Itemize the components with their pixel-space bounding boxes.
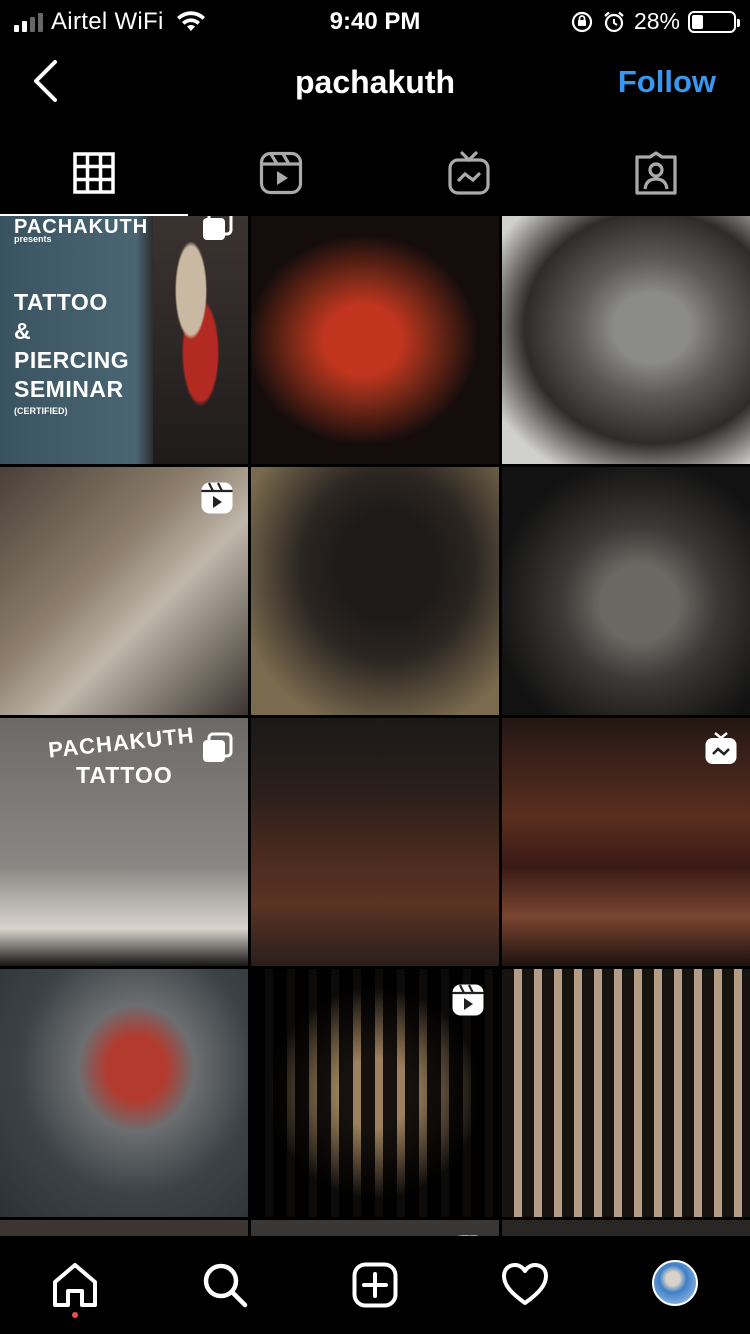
post-tile[interactable] [0,467,248,715]
post-tile[interactable] [251,969,499,1217]
follow-button[interactable]: Follow [617,64,716,99]
post-wall-text: PACHAKUTH [47,722,196,763]
post-tile[interactable] [502,216,750,464]
tab-grid[interactable] [0,130,188,216]
heart-icon [502,1263,548,1305]
post-tile[interactable] [502,969,750,1217]
reel-badge-icon [452,984,484,1016]
notification-dot [72,1312,78,1318]
status-bar: Airtel WiFi 9:40 PM 28% [0,0,750,42]
new-post-icon [352,1262,398,1308]
back-button[interactable] [20,56,70,106]
post-tile[interactable] [502,718,750,966]
reels-icon [260,151,303,195]
tab-tagged[interactable] [563,130,750,216]
chevron-left-icon [34,60,57,102]
battery-fill [692,14,704,29]
nav-new-post[interactable] [350,1236,400,1334]
grid-icon [73,152,115,194]
nav-profile[interactable] [650,1236,700,1334]
wifi-icon [176,11,205,31]
post-certified-text: (CERTIFIED) [14,406,68,416]
post-tile[interactable] [502,467,750,715]
post-tile[interactable] [251,1220,499,1236]
post-tile[interactable] [251,718,499,966]
post-grid: PACHAKUTH presents TATTOO & PIERCING SEM… [0,216,750,1236]
post-presents-text: presents [14,234,52,244]
orientation-lock-icon [571,11,593,32]
post-tile[interactable] [0,969,248,1217]
carousel-icon [203,732,233,762]
igtv-badge-icon [705,732,737,764]
carousel-icon [203,216,233,240]
nav-activity[interactable] [500,1236,550,1334]
post-tile[interactable] [502,1220,750,1236]
post-tile[interactable]: PACHAKUTH presents TATTOO & PIERCING SEM… [0,216,248,464]
search-icon [203,1263,248,1308]
profile-header: pachakuth Follow [0,44,750,124]
battery-icon [688,10,740,33]
post-tile[interactable] [0,1220,248,1236]
post-title-text: TATTOO & PIERCING SEMINAR [14,289,130,402]
tagged-icon [635,151,677,195]
igtv-icon [448,151,490,195]
page-title: pachakuth [294,64,456,100]
alarm-icon [604,11,624,32]
nav-search[interactable] [200,1236,250,1334]
profile-tabs [0,130,750,216]
tab-igtv[interactable] [375,130,563,216]
post-tile[interactable] [251,467,499,715]
cellular-signal-icon [14,12,43,32]
post-wall-text: TATTOO [76,762,173,788]
reel-badge-icon [457,1235,479,1236]
bottom-nav [0,1236,750,1334]
carrier-name: Airtel WiFi [51,8,164,35]
post-tile[interactable] [251,216,499,464]
home-icon [53,1263,97,1307]
post-image [153,216,248,464]
tab-reels[interactable] [188,130,376,216]
nav-home[interactable] [50,1236,100,1334]
reel-badge-icon [201,482,233,514]
avatar [652,1260,698,1306]
post-tile[interactable]: PACHAKUTH TATTOO [0,718,248,966]
post-brand-text: PACHAKUTH [14,216,149,238]
battery-percentage: 28% [633,8,680,34]
